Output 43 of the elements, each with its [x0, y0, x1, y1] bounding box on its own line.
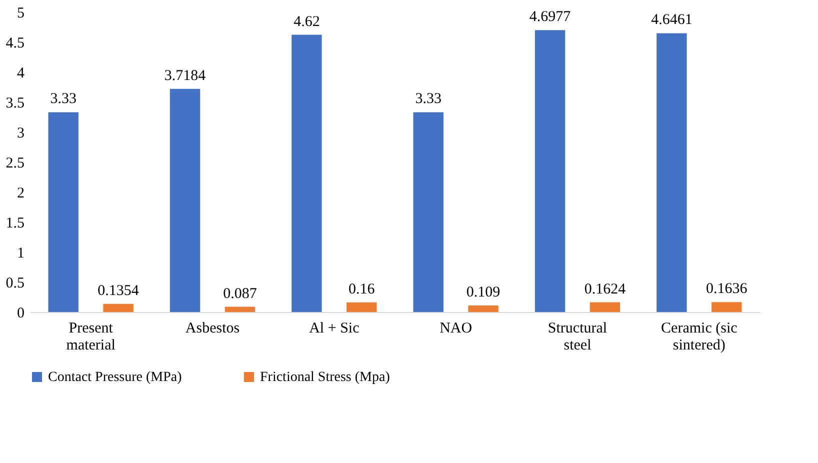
bar [712, 302, 742, 312]
bar [170, 88, 200, 312]
y-tick-label: 2.5 [6, 156, 24, 172]
data-label: 0.087 [223, 286, 258, 302]
x-tick-label: Al + Sic [309, 320, 360, 336]
data-label: 0.1624 [584, 281, 626, 298]
data-label: 0.109 [466, 284, 500, 300]
bar [534, 30, 566, 312]
legend-label: Contact Pressure (MPa) [48, 370, 182, 385]
y-tick-label: 0 [17, 306, 24, 322]
y-tick-label: 4.5 [6, 36, 24, 52]
bar [48, 112, 78, 312]
data-label: 0.1354 [98, 282, 140, 299]
y-tick-label: 1.5 [6, 216, 24, 232]
x-tick-label: Present material [66, 320, 116, 354]
data-label: 3.7184 [164, 68, 206, 84]
data-label: 0.1636 [706, 281, 748, 298]
x-tick-label: Asbestos [185, 320, 240, 336]
bar [292, 34, 322, 312]
bar [346, 302, 377, 312]
x-tick-label: Ceramic (sic sintered) [661, 320, 738, 354]
bar [413, 112, 444, 312]
y-tick-label: 1 [17, 246, 24, 262]
data-label: 0.16 [348, 281, 376, 298]
bar [656, 33, 687, 312]
x-tick-label: Structural steel [548, 320, 608, 354]
legend-label: Frictional Stress (Mpa) [260, 370, 390, 385]
y-tick-label: 3.5 [6, 96, 24, 112]
data-label: 4.6977 [529, 9, 572, 26]
y-tick-label: 0.5 [6, 276, 24, 292]
y-tick-label: 2 [17, 186, 24, 202]
bar [468, 305, 498, 312]
data-label: 4.6461 [651, 12, 692, 28]
y-tick-label: 5 [17, 6, 24, 22]
data-label: 3.33 [50, 91, 76, 108]
y-tick-label: 4 [17, 66, 25, 82]
bar [590, 302, 620, 312]
x-tick-label: NAO [440, 320, 472, 336]
data-label: 4.62 [294, 14, 320, 30]
bar [224, 306, 256, 312]
data-label: 3.33 [415, 91, 442, 108]
y-tick-label: 3 [17, 126, 24, 142]
bar [103, 304, 134, 312]
